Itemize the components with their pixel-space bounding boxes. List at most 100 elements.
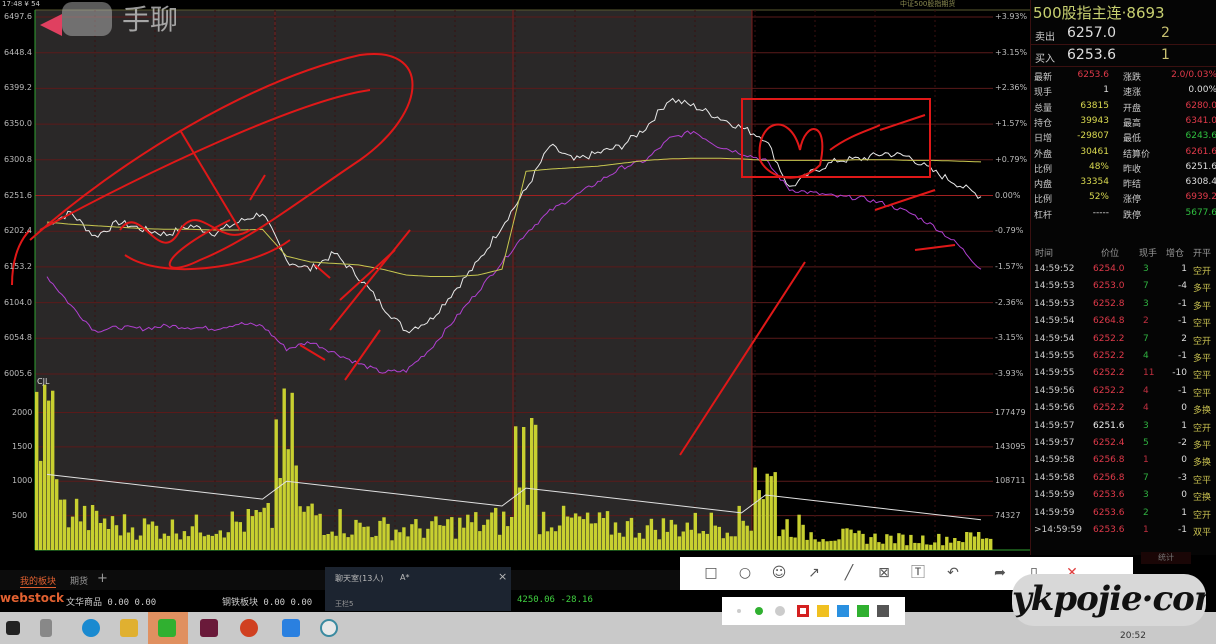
- hand-annotation: [314, 264, 331, 279]
- volume-bar: [569, 517, 574, 550]
- mosaic-tool-icon[interactable]: ⊠: [878, 565, 890, 581]
- hand-annotation: [339, 249, 396, 301]
- stat-row: 外盘 30461 结算价 6261.6: [1031, 145, 1216, 160]
- volume-bar: [51, 390, 55, 550]
- trade-time: 14:59:54: [1034, 333, 1075, 344]
- volume-bar: [725, 532, 729, 550]
- trade-oi-change: 2: [1181, 333, 1187, 344]
- price-tick-label: 6350.0: [4, 119, 32, 129]
- chat-window[interactable]: 聊天室(13人) A* × 王栏5: [325, 567, 511, 611]
- clock: 20:52: [1120, 631, 1146, 641]
- trade-price: 6252.4: [1093, 438, 1125, 448]
- volume-bar: [545, 531, 550, 550]
- emoji-tool-icon[interactable]: ☺: [771, 565, 787, 581]
- volume-bar: [617, 532, 622, 550]
- stat-value: 1: [1103, 85, 1109, 96]
- stat-label: 速涨: [1123, 88, 1142, 99]
- wechat-icon[interactable]: [158, 619, 176, 637]
- volume-bar: [645, 525, 650, 550]
- volume-bar: [302, 511, 306, 550]
- ticker-commodity: 文华商品 0.00 0.00: [66, 598, 157, 608]
- line-tool-icon[interactable]: ╱: [844, 565, 854, 581]
- logo-mascot-icon: [62, 2, 112, 36]
- color-swatch[interactable]: [837, 605, 849, 617]
- oi-tick-label: 108711: [995, 476, 1026, 486]
- percent-tick-label: +2.36%: [995, 83, 1028, 93]
- rectangle-tool-icon[interactable]: □: [704, 565, 718, 581]
- windows-start-icon[interactable]: [6, 621, 20, 635]
- volume-bar: [158, 538, 163, 550]
- text-tool-icon[interactable]: 🅃: [911, 565, 925, 581]
- volume-bar: [961, 542, 965, 550]
- volume-bar: [114, 525, 119, 550]
- volume-bar: [98, 523, 103, 550]
- save-icon[interactable]: ▯: [1030, 565, 1038, 581]
- media-app-icon[interactable]: [200, 619, 218, 637]
- trade-price: 6252.2: [1093, 351, 1125, 361]
- circle-tool-icon[interactable]: ○: [738, 565, 752, 581]
- contract-title: 500股指主连·8693: [1033, 4, 1165, 22]
- volume-bar: [310, 503, 314, 550]
- tab-futures[interactable]: 期货: [70, 577, 89, 587]
- hand-annotation: [914, 244, 956, 251]
- close-icon[interactable]: ✕: [1066, 565, 1078, 581]
- trade-qty: 7: [1143, 281, 1149, 292]
- volume-bar: [953, 538, 957, 550]
- average-price-line: [46, 157, 982, 277]
- file-explorer-icon[interactable]: [120, 619, 138, 637]
- volume-tick-label: 1500: [12, 441, 33, 451]
- annotation-rectangle: [741, 98, 931, 178]
- stats-tab[interactable]: 统计: [1141, 552, 1191, 564]
- volume-bar: [793, 537, 797, 550]
- stat-value: 6939.2: [1185, 192, 1216, 203]
- intraday-chart[interactable]: CJL06/1306/1406/15: [0, 0, 1030, 556]
- volume-bar: [174, 533, 179, 550]
- chat-close-button[interactable]: ×: [498, 570, 508, 583]
- size-medium-icon[interactable]: [755, 607, 763, 615]
- bid-price: 6253.6: [1067, 47, 1116, 63]
- share-icon[interactable]: ➦: [994, 565, 1006, 581]
- volume-bar: [59, 499, 63, 550]
- chat-font-button[interactable]: A*: [400, 573, 410, 582]
- color-swatch[interactable]: [857, 605, 869, 617]
- volume-bar: [669, 519, 674, 550]
- add-tab-button[interactable]: +: [97, 571, 108, 586]
- color-swatch[interactable]: [817, 605, 829, 617]
- edge-browser-icon[interactable]: [82, 619, 100, 637]
- trade-price: 6253.6: [1093, 507, 1125, 518]
- volume-bar: [777, 536, 781, 550]
- size-large-icon[interactable]: [775, 606, 785, 616]
- size-small-icon[interactable]: [737, 609, 741, 613]
- powerpoint-icon[interactable]: [240, 619, 258, 637]
- stat-value: 52%: [1088, 192, 1109, 203]
- volume-bar: [821, 539, 825, 550]
- trade-price: 6252.2: [1093, 385, 1125, 396]
- volume-bar: [202, 536, 207, 550]
- price-tick-label: 6104.0: [4, 297, 32, 307]
- volume-bar: [973, 536, 977, 550]
- volume-bar: [901, 534, 905, 550]
- volume-bar: [78, 521, 83, 550]
- volume-bar: [534, 424, 538, 550]
- p-app-icon[interactable]: [282, 619, 300, 637]
- color-swatch[interactable]: [877, 605, 889, 617]
- trade-row: 14:59:54 6264.8 2 -1 空平: [1031, 313, 1216, 330]
- volume-bar: [47, 400, 51, 550]
- task-view-icon[interactable]: [40, 619, 52, 637]
- stat-label: 杠杆: [1034, 210, 1053, 221]
- trade-oi-change: -2: [1178, 438, 1187, 448]
- volume-bar: [178, 539, 183, 550]
- volume-bar: [330, 531, 334, 550]
- tab-my-sector[interactable]: 我的板块: [20, 574, 57, 588]
- arrow-tool-icon[interactable]: ↗: [808, 565, 820, 581]
- color-swatch[interactable]: [797, 605, 809, 617]
- volume-bar: [462, 527, 466, 550]
- undo-icon[interactable]: ↶: [947, 565, 959, 581]
- bid-label: 买入: [1035, 54, 1055, 65]
- volume-bar: [74, 498, 79, 550]
- taskbar: [0, 612, 1216, 644]
- stat-value: 6243.6: [1185, 131, 1216, 142]
- stock-app-icon[interactable]: [320, 619, 338, 637]
- watermark: ykpojie·com: [1012, 574, 1206, 626]
- volume-bar: [649, 518, 654, 550]
